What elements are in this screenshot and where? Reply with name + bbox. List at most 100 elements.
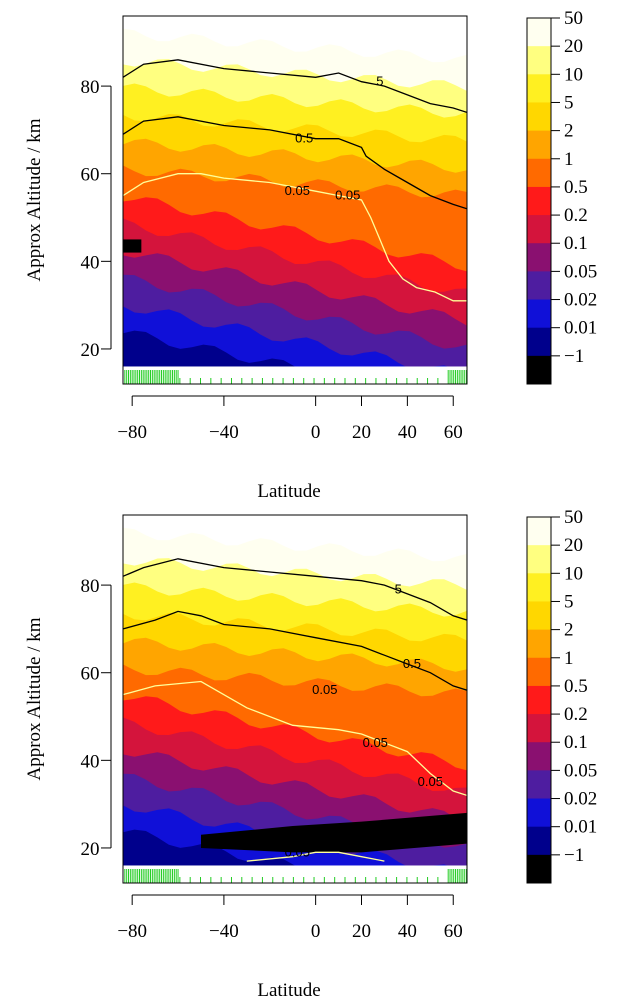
- colorbar-swatch: [527, 573, 551, 602]
- colorbar-swatch: [527, 685, 551, 715]
- colorbar-label: −1: [564, 346, 584, 367]
- contour-label: 0.5: [295, 131, 313, 146]
- colorbar-label: 20: [564, 535, 583, 556]
- colorbar-swatch: [527, 657, 551, 687]
- x-tick-label: 20: [352, 921, 371, 942]
- x-axis-title: Latitude: [257, 980, 320, 998]
- colorbar-label: 0.1: [564, 732, 588, 753]
- y-tick-label: 40: [81, 252, 100, 273]
- contour-line: [123, 558, 467, 621]
- colorbar-label: 20: [564, 36, 583, 57]
- colorbar-label: 0.01: [564, 318, 597, 339]
- colorbar-swatch: [527, 742, 551, 771]
- y-tick-label: 80: [81, 576, 100, 597]
- x-tick-label: −40: [209, 422, 239, 443]
- x-tick-label: 0: [311, 921, 321, 942]
- contour-line: [246, 851, 385, 862]
- contour-label: 0.05: [285, 844, 310, 859]
- contour-label: 5: [376, 74, 383, 89]
- colorbar-swatch: [527, 629, 551, 659]
- contour-band: [123, 239, 142, 253]
- contour-line: [123, 173, 467, 302]
- colorbar-swatch: [527, 186, 551, 216]
- colorbar-swatch: [527, 355, 551, 385]
- contour-plot-top-svg: 5 0.5 0.05 0.05 −80 −40 0 20 40 60 Latitude 20 40 60 8…: [24, 8, 597, 502]
- y-tick-label: 40: [81, 751, 100, 772]
- colorbar-swatch: [527, 102, 551, 132]
- y-axis-title: Approx Altitude / km: [24, 118, 45, 281]
- x-tick-label: 20: [352, 422, 371, 443]
- colorbar-swatch: [527, 517, 551, 546]
- x-tick-label: −80: [117, 422, 147, 443]
- colorbar-frame: [526, 17, 552, 385]
- colorbar-swatch: [527, 271, 551, 301]
- x-tick-label: 60: [444, 422, 463, 443]
- contour-line: [123, 59, 467, 114]
- contour-label: 0.05: [418, 774, 443, 789]
- x-tick-label: 40: [398, 921, 417, 942]
- colorbar-label: 5: [564, 591, 574, 612]
- contour-label: 5: [395, 581, 402, 596]
- x-tick-label: 60: [444, 921, 463, 942]
- colorbar-swatch: [527, 545, 551, 574]
- plot-frame: [122, 15, 468, 385]
- contour-band: [200, 812, 467, 853]
- contour-label: 0.05: [312, 682, 337, 697]
- y-tick-label: 60: [81, 165, 100, 186]
- colorbar-label: 0.02: [564, 290, 597, 311]
- filled-contours: 5 0.5 0.05 0.05 0.05 0.05: [123, 527, 467, 883]
- colorbar-label: 0.05: [564, 261, 597, 282]
- x-tick-label: 0: [311, 422, 321, 443]
- colorbar-swatch: [527, 854, 551, 884]
- colorbar-label: 5: [564, 92, 574, 113]
- colorbar-label: 50: [564, 8, 583, 29]
- colorbar-label: 0.2: [564, 704, 588, 725]
- y-tick-label: 20: [81, 839, 100, 860]
- colorbar-swatch: [527, 798, 551, 828]
- contour-plot-bottom-svg: 5 0.5 0.05 0.05 0.05 0.05 −80 −40 0 20 40 60 Latitud…: [24, 507, 597, 1001]
- contour-label: 0.5: [403, 656, 421, 671]
- colorbar-label: 0.5: [564, 177, 588, 198]
- colorbar-label: 10: [564, 64, 583, 85]
- colorbar-label: 0.5: [564, 676, 588, 697]
- colorbar-swatch: [527, 299, 551, 329]
- filled-contours: 5 0.5 0.05 0.05: [123, 28, 467, 384]
- contour-line: [123, 610, 467, 691]
- colorbar-swatch: [527, 74, 551, 103]
- colorbar-label: 2: [564, 620, 574, 641]
- colorbar-swatch: [527, 714, 551, 743]
- colorbar-label: 0.01: [564, 817, 597, 838]
- colorbar-label: 10: [564, 563, 583, 584]
- x-tick-label: −80: [117, 921, 147, 942]
- contour-label: 0.05: [335, 188, 360, 203]
- colorbar-label: 50: [564, 507, 583, 528]
- y-tick-label: 20: [81, 340, 100, 361]
- no-data-strip: [123, 366, 467, 384]
- colorbar-swatch: [527, 18, 551, 47]
- contour-line: [123, 116, 467, 210]
- colorbar-swatch: [527, 826, 551, 856]
- colorbar-label: 0.1: [564, 233, 588, 254]
- plot-frame: [122, 514, 468, 884]
- x-tick-label: 40: [398, 422, 417, 443]
- colorbar-swatch: [527, 46, 551, 75]
- contour-label: 0.05: [285, 183, 310, 198]
- y-tick-label: 60: [81, 664, 100, 685]
- colorbar-label: 0.2: [564, 205, 588, 226]
- colorbar-swatch: [527, 215, 551, 244]
- colorbar-label: 2: [564, 121, 574, 142]
- colorbar-swatch: [527, 243, 551, 272]
- y-axis-title: Approx Altitude / km: [24, 617, 45, 780]
- colorbar-swatch: [527, 130, 551, 160]
- contour-label: 0.05: [363, 735, 388, 750]
- x-tick-label: −40: [209, 921, 239, 942]
- colorbar-swatch: [527, 158, 551, 188]
- y-tick-label: 80: [81, 77, 100, 98]
- contour-plot-bottom: 5 0.5 0.05 0.05 0.05 0.05 −80 −40 0 20 40 60 Latitud…: [0, 499, 618, 1001]
- x-axis-title: Latitude: [257, 481, 320, 499]
- colorbar-frame: [526, 516, 552, 884]
- colorbar-label: 1: [564, 648, 574, 669]
- colorbar-label: 1: [564, 149, 574, 170]
- colorbar-label: −1: [564, 845, 584, 866]
- colorbar-label: 0.02: [564, 789, 597, 810]
